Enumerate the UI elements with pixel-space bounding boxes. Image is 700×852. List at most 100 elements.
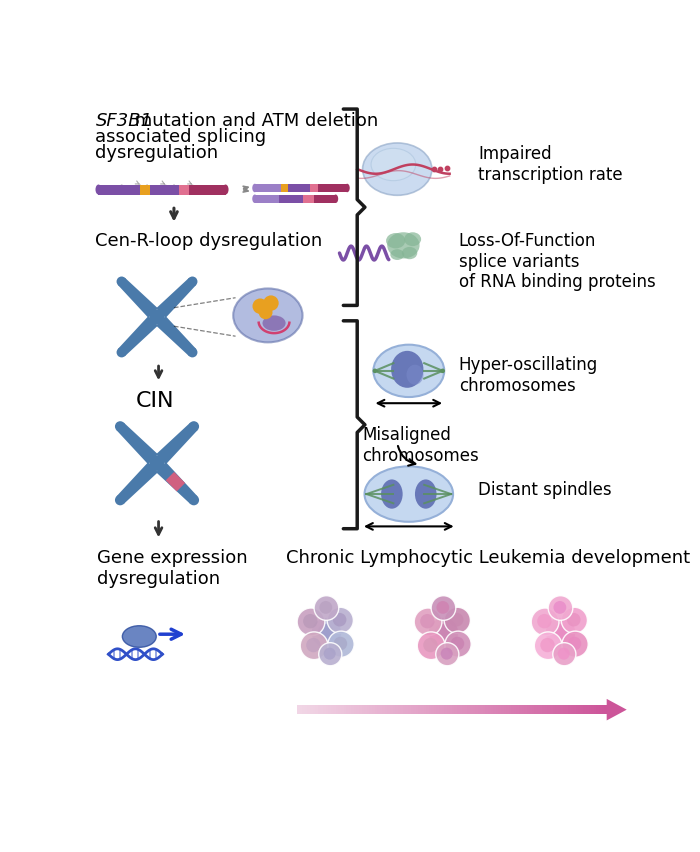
Bar <box>578 705 581 715</box>
Circle shape <box>420 614 435 629</box>
Bar <box>447 705 449 715</box>
Ellipse shape <box>188 348 197 358</box>
Bar <box>313 705 315 715</box>
Circle shape <box>567 613 580 627</box>
Bar <box>150 185 179 195</box>
Bar <box>506 705 509 715</box>
Bar <box>542 705 545 715</box>
Bar <box>573 705 575 715</box>
Circle shape <box>441 648 453 660</box>
Circle shape <box>303 614 318 629</box>
Circle shape <box>314 596 339 620</box>
Bar <box>486 705 488 715</box>
Ellipse shape <box>150 310 164 325</box>
Ellipse shape <box>95 185 101 195</box>
Text: associated splicing: associated splicing <box>95 128 267 146</box>
Polygon shape <box>166 472 185 492</box>
Bar <box>310 185 318 193</box>
Bar <box>449 705 452 715</box>
Polygon shape <box>118 279 158 319</box>
Bar <box>494 705 496 715</box>
Bar <box>99 185 140 195</box>
Bar <box>480 705 483 715</box>
Ellipse shape <box>188 495 199 506</box>
Bar <box>351 705 354 715</box>
Circle shape <box>537 614 552 629</box>
Bar <box>298 705 300 715</box>
Bar <box>377 705 379 715</box>
Ellipse shape <box>115 495 125 506</box>
Circle shape <box>568 637 581 651</box>
Circle shape <box>540 638 554 653</box>
Bar <box>540 705 542 715</box>
Circle shape <box>451 637 464 651</box>
Bar <box>385 705 387 715</box>
Circle shape <box>552 625 568 640</box>
Bar <box>405 705 408 715</box>
Bar <box>255 195 279 204</box>
Bar <box>372 705 375 715</box>
Circle shape <box>334 637 347 651</box>
Bar <box>589 705 591 715</box>
Bar <box>333 705 336 715</box>
Ellipse shape <box>117 277 127 287</box>
Bar <box>498 705 501 715</box>
Bar <box>586 705 589 715</box>
Bar <box>509 705 511 715</box>
Bar <box>547 705 550 715</box>
Bar <box>529 705 532 715</box>
Bar <box>468 705 470 715</box>
Text: Misaligned
chromosomes: Misaligned chromosomes <box>363 425 480 464</box>
Bar <box>255 185 281 193</box>
Bar <box>442 705 444 715</box>
Ellipse shape <box>407 366 424 385</box>
Ellipse shape <box>371 149 416 181</box>
Bar <box>315 705 318 715</box>
Bar <box>511 705 514 715</box>
Circle shape <box>327 607 354 634</box>
Bar <box>454 705 457 715</box>
Bar <box>601 705 604 715</box>
Ellipse shape <box>149 456 164 471</box>
Bar <box>604 705 607 715</box>
Circle shape <box>328 631 354 658</box>
Bar <box>552 705 555 715</box>
Bar <box>382 705 385 715</box>
Circle shape <box>534 632 562 659</box>
Text: SF3B1: SF3B1 <box>95 112 153 130</box>
Bar <box>452 705 454 715</box>
Circle shape <box>558 648 570 660</box>
Bar <box>288 185 310 193</box>
Bar <box>416 705 419 715</box>
Circle shape <box>436 602 449 614</box>
Bar <box>338 705 341 715</box>
Polygon shape <box>116 423 158 464</box>
Text: CIN: CIN <box>136 391 174 411</box>
Bar <box>395 705 398 715</box>
Circle shape <box>554 602 566 614</box>
Ellipse shape <box>188 277 197 287</box>
Bar <box>307 705 310 715</box>
Bar <box>393 705 395 715</box>
Bar <box>356 705 359 715</box>
Ellipse shape <box>233 289 302 343</box>
Text: Chronic Lymphocytic Leukemia development: Chronic Lymphocytic Leukemia development <box>286 549 690 567</box>
Bar <box>323 705 326 715</box>
Bar <box>483 705 486 715</box>
Circle shape <box>318 625 334 640</box>
Bar <box>457 705 460 715</box>
Bar <box>519 705 522 715</box>
Bar <box>367 705 370 715</box>
Bar <box>436 705 439 715</box>
Bar <box>599 705 601 715</box>
Ellipse shape <box>381 480 402 509</box>
Circle shape <box>445 631 471 658</box>
Ellipse shape <box>391 250 404 261</box>
Bar <box>524 705 526 715</box>
Circle shape <box>424 638 438 653</box>
Ellipse shape <box>391 351 423 389</box>
Ellipse shape <box>404 233 421 247</box>
Ellipse shape <box>262 316 286 331</box>
Bar <box>318 705 321 715</box>
Bar <box>517 705 519 715</box>
